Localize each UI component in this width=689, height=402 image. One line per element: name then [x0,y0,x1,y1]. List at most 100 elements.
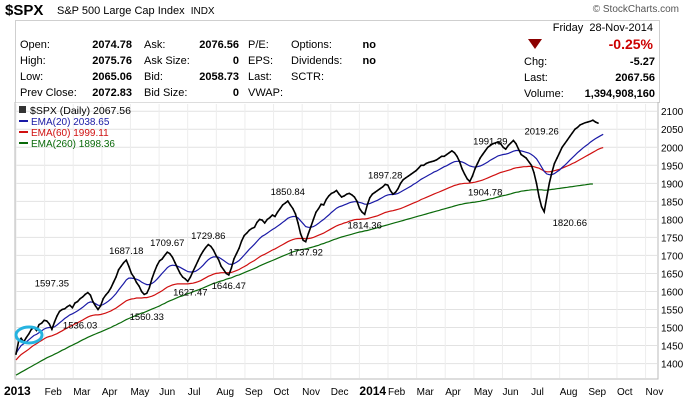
price-point [384,183,387,186]
price-point [84,293,87,296]
price-point [504,148,507,150]
price-point [484,150,487,152]
price-point [115,276,117,278]
price-point [86,291,89,294]
price-point [48,323,51,325]
price-point [410,173,412,176]
price-point [197,260,199,262]
price-point [515,142,517,145]
price-point [143,293,145,296]
price-point [58,310,61,313]
quote-field: Prev Close: 2072.83 [20,85,132,101]
quote-field-label: Dividends: [291,55,343,67]
quote-field: VWAP: [248,85,308,101]
price-point [489,144,492,147]
price-point [110,287,112,289]
quote-field-label: High: [20,55,46,67]
price-point [597,122,599,124]
price-annotation: 1597.35 [35,279,69,290]
price-point [230,267,233,269]
price-point [284,202,287,204]
price-point [107,291,110,293]
quote-field-label: Bid Size: [144,87,188,99]
price-point [235,252,238,255]
price-point [358,207,361,210]
legend-label: EMA(260) 1898.36 [31,139,115,150]
price-point [581,123,584,125]
price-point [458,160,461,163]
quote-field-value: 0 [232,87,239,99]
series-line-ema-60- [15,147,604,361]
quote-field-label: EPS: [248,55,274,67]
y-tick-label: 1950 [661,161,684,172]
price-annotation: 1897.28 [368,170,402,181]
price-point [266,218,269,221]
quote-field-label: SCTR: [291,71,324,83]
x-tick-label: Nov [646,387,664,398]
quote-field-label: Volume: [524,88,564,100]
price-point [425,162,428,165]
price-point [251,227,253,230]
price-point [389,189,392,192]
price-point [81,296,84,298]
price-annotation: 2019.26 [524,126,558,137]
series-line-ema-260- [15,183,593,376]
price-point [130,272,133,275]
price-point [540,205,543,208]
quote-field-value: 2067.56 [615,72,655,84]
quote-field-value: no [362,55,376,67]
price-point [30,328,33,331]
x-tick-label: Oct [617,387,633,398]
price-point [481,153,484,156]
price-point [463,173,466,176]
y-tick-label: 1700 [661,251,684,262]
exchange-text: INDX [190,6,215,17]
price-point [353,196,356,198]
price-point [586,121,589,123]
y-tick-label: 1450 [661,342,684,353]
price-point [328,195,330,197]
y-tick-label: 1400 [661,360,684,371]
price-point [399,182,402,185]
price-point [253,226,256,229]
quote-field-label: P/E: [248,39,269,51]
x-tick-label: Jul [188,387,201,398]
quote-field-label: Open: [20,39,50,51]
price-point [94,305,97,307]
x-tick-label: Apr [445,387,461,398]
price-point [233,258,235,260]
price-point [366,204,369,206]
price-point [274,215,276,218]
price-point [158,260,161,262]
price-point [420,164,422,167]
x-tick-label: Nov [302,387,320,398]
price-point [112,281,115,284]
price-annotation: 1560.33 [130,312,164,323]
quote-field-label: Chg: [524,56,548,68]
price-point [151,278,153,280]
price-point [263,222,266,224]
price-annotation: 1904.78 [468,188,502,199]
price-point [74,302,76,304]
x-tick-label: Jul [531,387,544,398]
price-point [456,155,458,158]
price-point [325,198,328,201]
price-point [548,182,551,185]
price-point [25,336,28,339]
price-point [386,184,389,186]
price-point [138,285,140,287]
price-point [128,265,130,268]
price-point [15,353,17,356]
price-point [553,162,556,165]
price-point [471,175,474,177]
quote-date: Friday 28-Nov-2014 [553,22,653,34]
y-tick-label: 2000 [661,143,684,154]
quote-field: Bid: 2058.73 [144,69,239,85]
quote-column-prices: Open: 2074.78 High: 2075.76 Low: 2065.06 Prev … [20,37,132,101]
quote-column-bid-ask: Ask: 2076.56 Ask Size: 0 Bid: 2058.73 Bid Size… [144,37,239,101]
price-point [135,281,138,284]
price-point [417,167,420,169]
price-point [335,189,338,192]
price-point [43,319,46,322]
price-point [584,121,587,124]
